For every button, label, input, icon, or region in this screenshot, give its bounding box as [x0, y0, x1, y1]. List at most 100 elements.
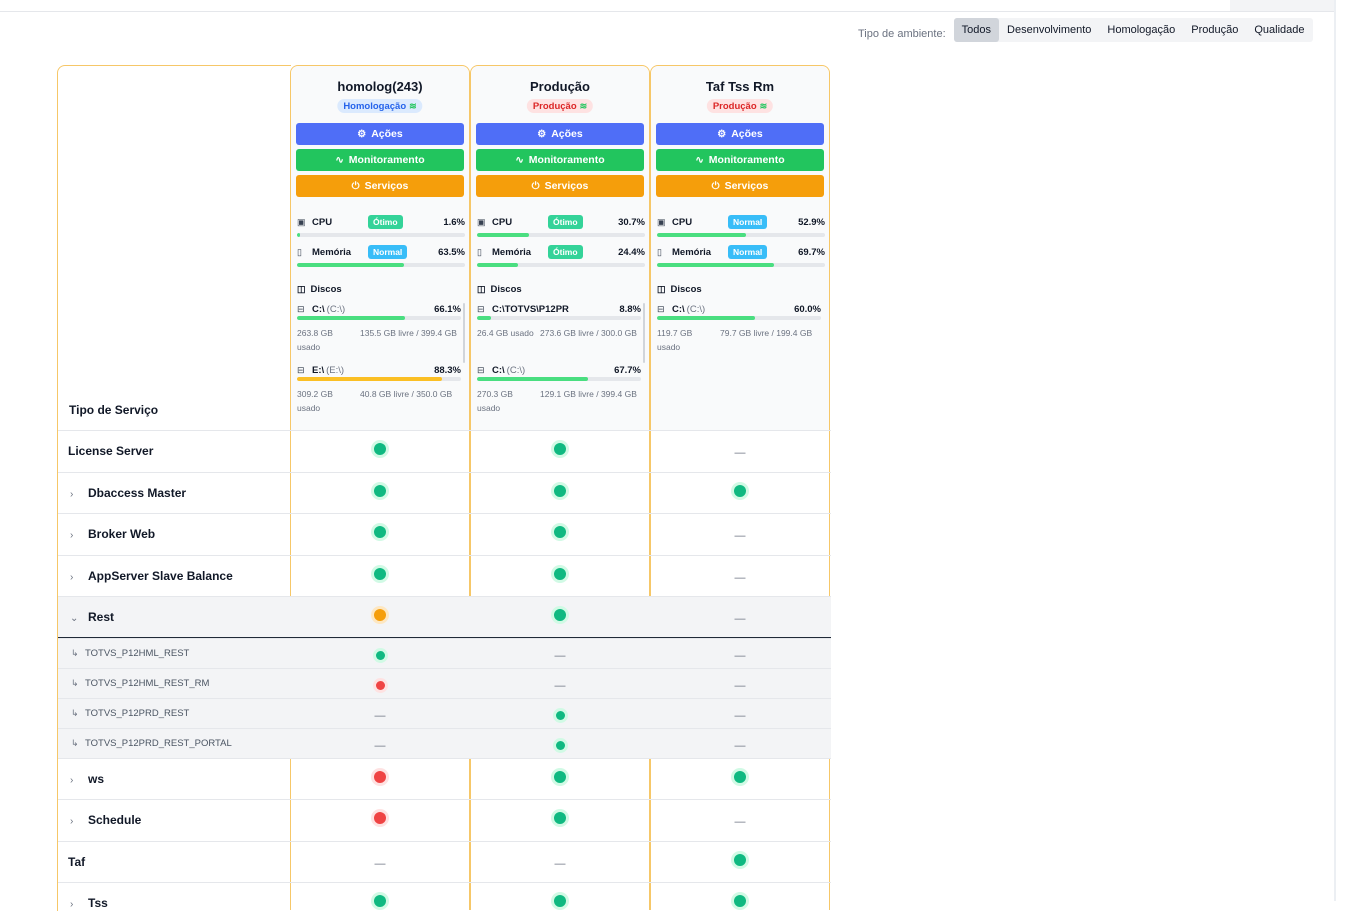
monitoramento-button[interactable]: ∿ Monitoramento: [296, 149, 464, 171]
disks-icon: ◫: [477, 284, 486, 294]
empty-status: —: [734, 571, 746, 584]
cpu-label: CPU: [312, 217, 333, 228]
status-green-indicator: [374, 895, 386, 907]
status-cell: [470, 525, 650, 543]
disk-name: C:\: [492, 365, 505, 376]
status-cell: —: [650, 736, 830, 754]
memory-label: Memória: [492, 247, 532, 258]
chevron-down-icon[interactable]: ⌄: [70, 613, 79, 624]
filter-option-desenvolvimento[interactable]: Desenvolvimento: [1007, 24, 1092, 36]
chevron-right-icon[interactable]: ›: [70, 530, 74, 541]
memory-usage-fill: [477, 263, 518, 267]
service-row[interactable]: › Schedule —: [58, 799, 831, 841]
filter-label: Tipo de ambiente:: [858, 28, 946, 40]
empty-status: —: [734, 530, 746, 542]
environment-type-label: Produção: [532, 101, 577, 112]
filter-option-qualidade[interactable]: Qualidade: [1254, 24, 1305, 36]
service-label: › Tss: [68, 896, 108, 910]
memory-icon: ▯: [297, 247, 302, 257]
service-name: Broker Web: [88, 527, 156, 541]
memory-icon: ▯: [657, 247, 662, 257]
servicos-button[interactable]: ⏻ Serviços: [656, 175, 824, 197]
service-row[interactable]: › Tss: [58, 882, 831, 924]
status-cell: [290, 442, 470, 460]
memory-label: Memória: [672, 247, 712, 258]
memory-label: Memória: [312, 247, 352, 258]
disks-scrollbar[interactable]: [463, 303, 465, 363]
status-green-indicator: [734, 484, 746, 497]
status-cell: [470, 608, 650, 626]
service-child-row: ↳ TOTVS_P12HML_REST_RM — —: [58, 667, 831, 698]
acoes-button[interactable]: ⚙ Ações: [296, 123, 464, 145]
status-cell: [650, 484, 830, 502]
service-row[interactable]: › Dbaccess Master: [58, 471, 831, 514]
filter-option-homologacao[interactable]: Homologação: [1107, 24, 1176, 36]
cpu-metric: ▣ CPU Ótimo 1.6%: [297, 215, 465, 237]
service-name: Dbaccess Master: [88, 485, 187, 500]
service-row[interactable]: › Broker Web —: [58, 513, 831, 555]
service-label: ↳ TOTVS_P12PRD_REST: [71, 708, 189, 719]
status-cell: —: [290, 854, 470, 872]
status-cell: —: [650, 706, 830, 724]
disk-item: ⊟ C:\TOTVS\P12PR 8.8% 26.4 GB usado 273.6 GB…: [477, 304, 641, 338]
servicos-button[interactable]: ⏻ Serviços: [476, 175, 644, 197]
disk-usage-percent: 67.7%: [614, 365, 641, 376]
status-cell: —: [650, 646, 830, 664]
chevron-right-icon[interactable]: ›: [70, 816, 74, 827]
gear-icon: ⚙: [717, 129, 727, 140]
empty-status: —: [554, 679, 566, 692]
servicos-button[interactable]: ⏻ Serviços: [296, 175, 464, 197]
child-arrow-icon: ↳: [71, 677, 79, 688]
status-green-indicator: [375, 650, 385, 660]
status-cell: [290, 647, 470, 665]
status-green-indicator: [555, 740, 565, 750]
chevron-right-icon[interactable]: ›: [70, 488, 74, 500]
servicos-button-label: Serviços: [544, 180, 589, 192]
disk-free: 40.8 GB livre / 350.0 GB: [360, 389, 453, 399]
power-icon: ⏻: [531, 181, 540, 192]
disk-usage-bar: [477, 377, 641, 381]
service-label: Taf: [68, 855, 85, 869]
filter-option-todos[interactable]: Todos: [953, 18, 1000, 42]
cpu-usage-bar: [477, 233, 645, 237]
service-row[interactable]: › ws: [58, 757, 831, 800]
cpu-usage-bar: [297, 233, 465, 237]
gear-icon: ⚙: [537, 129, 547, 140]
status-cell: —: [290, 736, 470, 754]
service-name: ws: [88, 771, 105, 786]
service-row[interactable]: › AppServer Slave Balance —: [58, 554, 831, 597]
service-name: Tss: [88, 896, 108, 910]
disk-free: 79.7 GB livre / 199.4 GB: [720, 328, 813, 338]
status-cell: —: [650, 812, 830, 830]
service-column-border: [57, 431, 58, 911]
acoes-button[interactable]: ⚙ Ações: [656, 123, 824, 145]
disk-item: ⊟ C:\ (C:\) 60.0% 119.7 GB usado 79.7 GB livr…: [657, 304, 821, 352]
filter-option-producao[interactable]: Produção: [1191, 24, 1239, 36]
memory-usage-fill: [297, 263, 404, 267]
disks-scrollbar[interactable]: [643, 303, 645, 363]
page-scrollbar[interactable]: [1334, 0, 1336, 901]
monitoramento-button[interactable]: ∿ Monitoramento: [476, 149, 644, 171]
disk-name-wrap: E:\ (E:\): [312, 365, 344, 376]
memory-status-badge: Ótimo: [548, 245, 583, 259]
status-cell: —: [470, 854, 650, 872]
status-cell: —: [650, 526, 830, 544]
status-red-indicator: [374, 812, 386, 824]
disks-icon: ◫: [297, 284, 306, 294]
service-label: ↳ TOTVS_P12HML_REST_RM: [71, 678, 209, 689]
service-row[interactable]: ⌄ Rest —: [58, 596, 831, 638]
child-arrow-icon: ↳: [71, 647, 79, 658]
chevron-right-icon[interactable]: ›: [70, 774, 74, 786]
monitoramento-button[interactable]: ∿ Monitoramento: [656, 149, 824, 171]
status-green-indicator: [555, 710, 565, 720]
disk-name: E:\: [312, 365, 325, 376]
empty-status: —: [554, 649, 566, 662]
disk-free: 273.6 GB livre / 300.0 GB: [540, 328, 637, 338]
top-divider: [0, 11, 1336, 12]
disk-usage-bar: [657, 316, 821, 320]
drive-icon: ⊟: [297, 304, 305, 314]
chevron-right-icon[interactable]: ›: [70, 571, 74, 583]
status-green-indicator: [374, 484, 386, 497]
status-red-indicator: [375, 680, 385, 690]
acoes-button[interactable]: ⚙ Ações: [476, 123, 644, 145]
